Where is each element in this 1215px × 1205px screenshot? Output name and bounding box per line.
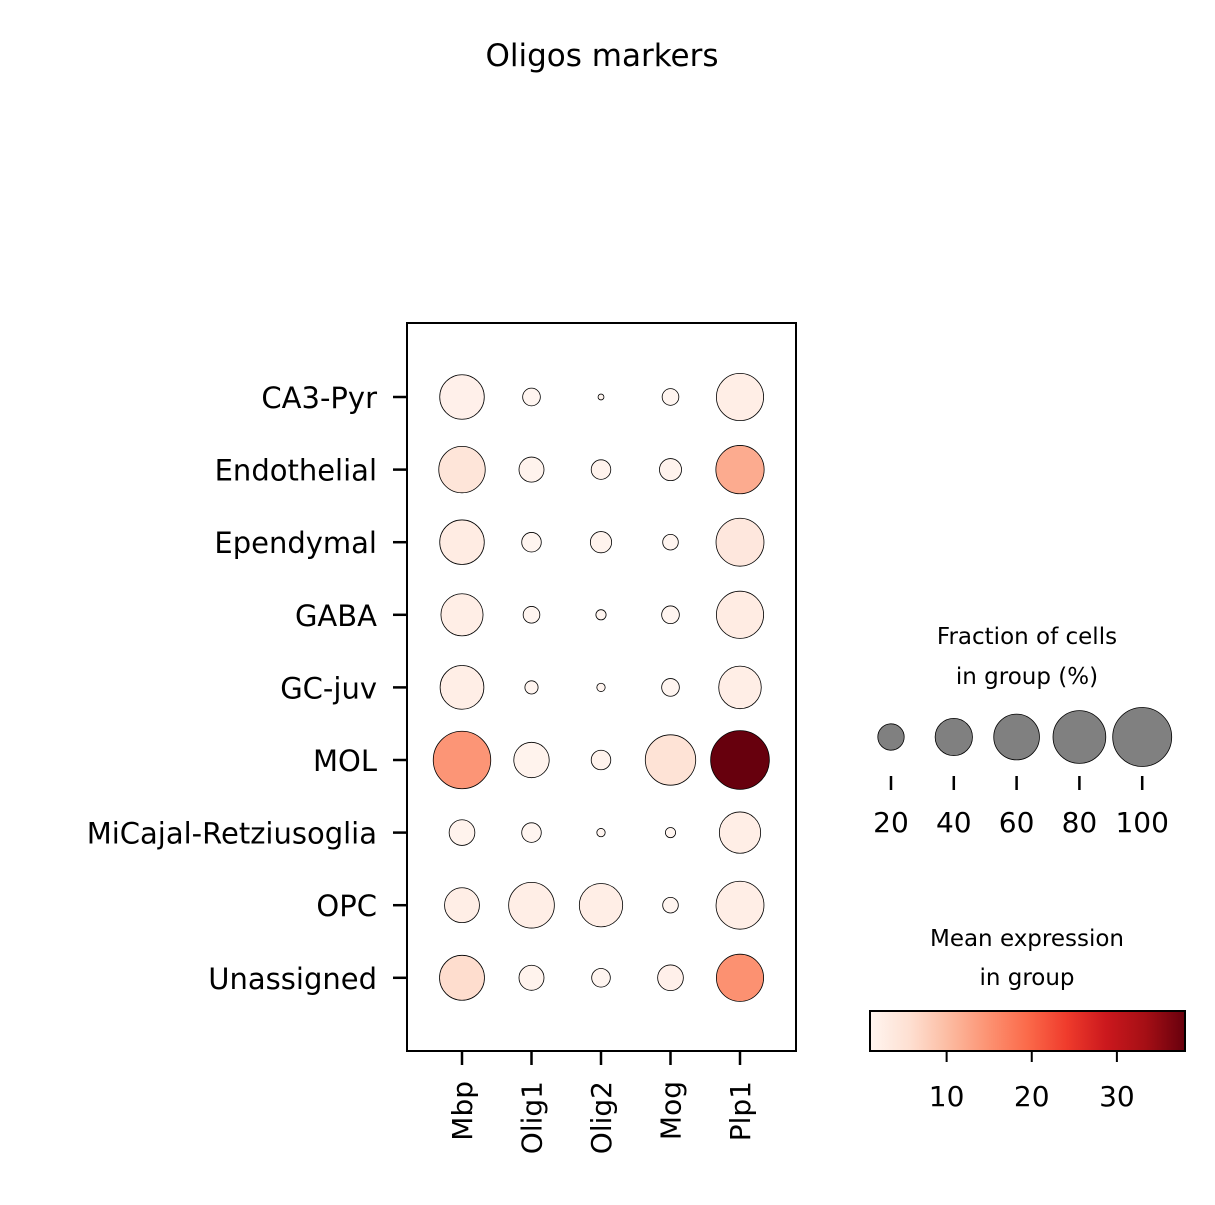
dot-ependymal-plp1 — [715, 517, 765, 567]
dot-ependymal-olig2 — [589, 531, 613, 554]
dot-opc-olig2 — [578, 883, 624, 928]
size-legend-dot-80 — [1052, 710, 1107, 764]
x-tick-label-mbp: Mbp — [446, 1081, 479, 1141]
x-tick-label-olig2: Olig2 — [585, 1081, 618, 1154]
size-legend-tick-label-40: 40 — [936, 806, 972, 839]
x-tick-label-olig1: Olig1 — [516, 1081, 549, 1154]
y-tick-label-unassigned: Unassigned — [208, 962, 377, 996]
dot-ca3-pyr-olig2 — [597, 393, 605, 401]
dot-mol-mog — [644, 734, 697, 786]
dot-gaba-olig2 — [595, 609, 607, 621]
dot-ca3-pyr-olig1 — [522, 387, 541, 407]
dot-opc-olig1 — [508, 881, 555, 929]
dot-opc-mbp — [444, 887, 480, 924]
size-legend-dot-60 — [993, 713, 1040, 761]
y-tick-label-opc: OPC — [316, 889, 377, 923]
y-tick-label-mol: MOL — [313, 744, 377, 778]
y-tick-label-gc-juv: GC-juv — [280, 671, 377, 705]
size-legend-dot-100 — [1112, 707, 1173, 767]
dot-unassigned-mog — [657, 964, 684, 992]
size-legend-title-line-1: Fraction of cells — [937, 624, 1117, 650]
dot-unassigned-olig2 — [591, 968, 611, 988]
dot-gc-juv-plp1 — [718, 665, 762, 710]
colorbar — [869, 1010, 1186, 1052]
plot-area: CA3-Pyr Endothelial Ependymal GABA GC-juv MOL… — [87, 322, 797, 1154]
dot-unassigned-plp1 — [716, 953, 765, 1002]
x-tick-label-mog: Mog — [655, 1081, 688, 1140]
dot-unassigned-mbp — [439, 954, 485, 1001]
size-legend-dot-40 — [934, 717, 973, 757]
chart-title: Oligos markers — [485, 38, 718, 74]
size-legend-tick-label-100: 100 — [1115, 806, 1168, 839]
dot-gc-juv-olig2 — [596, 682, 606, 692]
dot-micajal-retziusoglia-plp1 — [718, 811, 762, 854]
dot-ca3-pyr-mog — [661, 388, 680, 406]
colorbar-tick-label-30: 30 — [1099, 1080, 1135, 1113]
dot-mol-plp1 — [710, 730, 770, 790]
dot-micajal-retziusoglia-mog — [664, 827, 677, 839]
dot-ependymal-mog — [662, 533, 679, 551]
dot-ependymal-mbp — [439, 519, 485, 565]
size-legend-title-line-2: in group (%) — [956, 664, 1098, 690]
y-tick-label-ca3-pyr: CA3-Pyr — [261, 381, 377, 415]
dot-gaba-mbp — [440, 593, 484, 637]
y-tick-label-micajal-retziusoglia: MiCajal-Retziusoglia — [87, 817, 377, 851]
dot-mol-olig2 — [590, 749, 612, 771]
colorbar-tick-label-20: 20 — [1014, 1080, 1050, 1113]
y-tick-label-ependymal: Ependymal — [214, 526, 377, 560]
x-tick-label-plp1: Plp1 — [724, 1081, 757, 1141]
dot-unassigned-olig1 — [518, 964, 545, 991]
dot-endothelial-olig1 — [518, 456, 545, 483]
dot-micajal-retziusoglia-mbp — [448, 819, 476, 846]
dot-gaba-olig1 — [522, 606, 541, 624]
dot-ca3-pyr-mbp — [439, 374, 485, 420]
dot-opc-plp1 — [715, 880, 765, 930]
dot-ependymal-olig1 — [521, 532, 542, 553]
size-legend-tick-label-80: 80 — [1062, 806, 1098, 839]
dot-mol-olig1 — [513, 741, 550, 779]
size-legend-tick-label-60: 60 — [999, 806, 1035, 839]
dot-gc-juv-olig1 — [524, 680, 539, 695]
y-tick-label-gaba: GABA — [295, 599, 377, 633]
colorbar-tick-label-10: 10 — [929, 1080, 965, 1113]
dot-gc-juv-mbp — [439, 665, 485, 710]
size-legend-dot-20 — [877, 723, 905, 751]
dot-endothelial-olig2 — [590, 459, 612, 480]
y-tick-label-endothelial: Endothelial — [215, 454, 377, 488]
dot-micajal-retziusoglia-olig2 — [596, 828, 606, 838]
dot-opc-mog — [662, 896, 679, 914]
size-legend-tick-label-20: 20 — [873, 806, 909, 839]
dot-gaba-mog — [661, 605, 680, 625]
dot-gc-juv-mog — [661, 678, 680, 697]
color-legend-title-line-2: in group — [979, 965, 1074, 991]
dot-gaba-plp1 — [716, 590, 765, 639]
size-legend: Fraction of cells in group (%) 20 40 60 80 1… — [873, 624, 1173, 839]
color-legend-title-line-1: Mean expression — [930, 926, 1124, 952]
dot-micajal-retziusoglia-olig1 — [521, 822, 542, 843]
dot-ca3-pyr-plp1 — [716, 372, 765, 421]
dot-endothelial-mbp — [438, 445, 486, 494]
dot-endothelial-mog — [659, 458, 682, 482]
color-legend: Mean expression in group 10 20 30 — [869, 926, 1186, 1113]
dot-mol-mbp — [432, 730, 492, 790]
dot-endothelial-plp1 — [715, 445, 765, 495]
